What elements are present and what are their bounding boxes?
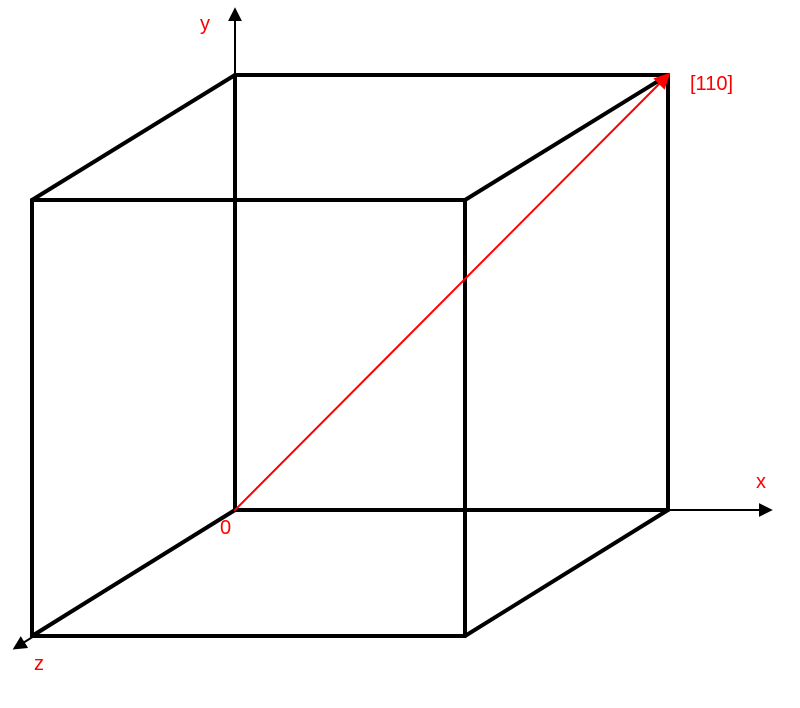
- axis-label-z: z: [34, 653, 44, 675]
- direction-label: [110]: [690, 73, 733, 95]
- direction-vector-110: [235, 75, 668, 510]
- axis-label-x: x: [756, 471, 766, 493]
- origin-label: 0: [220, 517, 231, 539]
- unit-cell-cube: [32, 75, 668, 636]
- coordinate-axes: [15, 10, 770, 648]
- crystal-direction-diagram: x y z 0 [110]: [0, 0, 800, 708]
- axis-label-y: y: [200, 13, 210, 35]
